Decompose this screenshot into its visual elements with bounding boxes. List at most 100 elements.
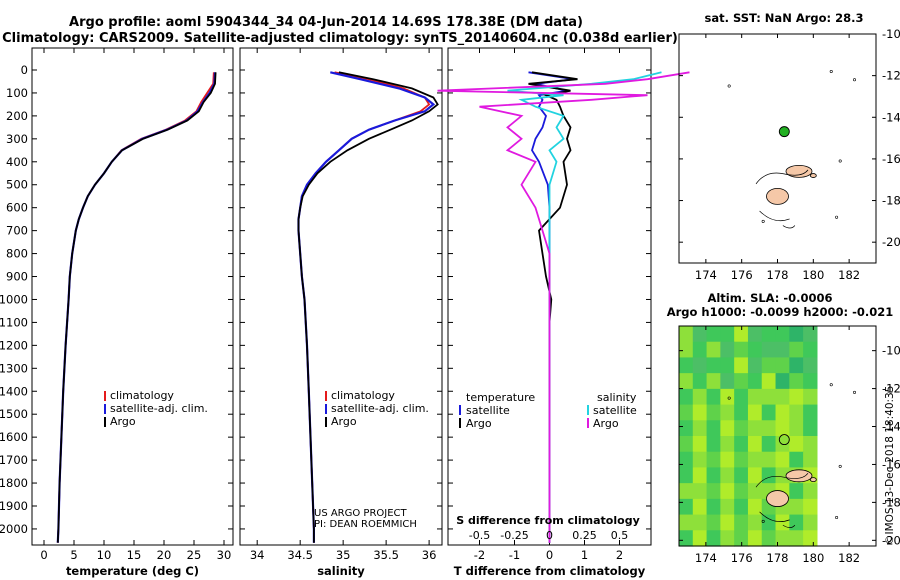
sla-cell xyxy=(720,420,735,437)
sla-cell xyxy=(720,498,735,516)
lat-tick-label: -10 xyxy=(882,27,900,41)
sla-cell xyxy=(747,467,763,484)
sla-cell xyxy=(775,373,790,390)
sla-cell xyxy=(803,326,818,343)
sla-cell xyxy=(734,420,749,437)
sla-cell xyxy=(679,373,694,390)
sla-cell xyxy=(706,326,721,343)
series-line-s-satellite xyxy=(507,71,662,543)
sla-cell xyxy=(734,514,749,531)
x-tick-label: 34.5 xyxy=(287,548,313,562)
lon-tick-label: 180 xyxy=(802,268,824,282)
x-tick-label: -2 xyxy=(474,548,485,562)
header-line-2: Climatology: CARS2009. Satellite-adjuste… xyxy=(2,31,678,46)
difference-panel: -2 -1 0 1 2 T difference from climatology temp… xyxy=(437,47,690,578)
sla-cell xyxy=(789,341,804,359)
sla-cell xyxy=(720,388,735,406)
sla-cell xyxy=(692,404,708,421)
x-axis-label: salinity xyxy=(317,564,365,578)
sla-cell xyxy=(803,420,818,437)
sla-cell xyxy=(747,388,763,406)
sla-cell xyxy=(679,514,694,531)
y-tick-label: 1800 xyxy=(0,476,28,490)
x-tick-label: 20 xyxy=(157,548,172,562)
sla-cell xyxy=(761,436,777,453)
sla-cell xyxy=(803,388,818,406)
islet-marker xyxy=(835,215,839,219)
sla-cell xyxy=(734,388,749,406)
sla-cell xyxy=(761,420,777,437)
legend-title: temperature xyxy=(466,391,535,404)
sla-cell xyxy=(734,404,749,421)
sla-cell xyxy=(789,436,804,453)
sla-cell xyxy=(789,483,804,500)
sla-cell xyxy=(789,326,804,343)
map-top-title: sat. SST: NaN Argo: 28.3 xyxy=(704,11,863,25)
sla-cell xyxy=(761,514,777,531)
sla-cell xyxy=(789,357,804,374)
sla-cell xyxy=(761,357,777,374)
sla-cell xyxy=(803,530,818,547)
sla-cell xyxy=(720,373,735,390)
sla-cell xyxy=(720,467,735,484)
sla-cell xyxy=(803,357,818,374)
legend-label: climatology xyxy=(110,389,174,402)
map-frame xyxy=(678,33,877,264)
x-tick-label: 35 xyxy=(336,548,351,562)
sla-cell xyxy=(803,498,818,516)
x-tick-label-2: -0.25 xyxy=(500,529,528,542)
sla-cell xyxy=(747,404,763,421)
x-tick-label: 10 xyxy=(97,548,112,562)
sla-cell xyxy=(761,451,777,469)
sla-cell xyxy=(679,357,694,374)
sla-cell xyxy=(679,483,694,500)
annotation-text: US ARGO PROJECT xyxy=(314,508,408,519)
sla-cell xyxy=(734,467,749,484)
sla-cell xyxy=(692,451,708,469)
legend-label: satellite xyxy=(466,404,510,417)
sla-cell xyxy=(706,514,721,531)
sla-cell xyxy=(692,483,708,500)
sla-cell xyxy=(692,373,708,390)
sla-cell xyxy=(679,451,694,469)
sla-cell xyxy=(747,530,763,547)
x-axis-label: T difference from climatology xyxy=(454,564,646,578)
sla-cell xyxy=(789,451,804,469)
sla-cell xyxy=(803,404,818,421)
y-tick-label: 200 xyxy=(6,109,28,123)
x-tick-label: 5 xyxy=(70,548,77,562)
sla-cell xyxy=(720,357,735,374)
sla-cell xyxy=(775,404,790,421)
sla-cell xyxy=(706,483,721,500)
sla-cell xyxy=(747,483,763,500)
island-vanua-levu xyxy=(785,469,813,483)
y-tick-label: 1300 xyxy=(0,361,28,375)
island-taveuni xyxy=(809,173,817,178)
sla-cell xyxy=(761,373,777,390)
sla-cell xyxy=(720,436,735,453)
sla-cell xyxy=(761,404,777,421)
y-tick-label: 900 xyxy=(6,270,28,284)
sla-cell xyxy=(761,530,777,547)
lon-tick-label: 174 xyxy=(695,268,717,282)
sla-cell xyxy=(679,467,694,484)
y-tick-label: 1400 xyxy=(0,384,28,398)
sla-cell xyxy=(775,514,790,531)
sla-cell xyxy=(747,420,763,437)
lon-tick-label: 176 xyxy=(731,268,753,282)
sla-cell xyxy=(747,357,763,374)
sla-cell xyxy=(679,388,694,406)
lat-tick-label: -20 xyxy=(882,533,900,547)
sla-cell xyxy=(789,514,804,531)
sla-cell xyxy=(706,404,721,421)
sla-cell xyxy=(734,373,749,390)
legend-title: salinity xyxy=(597,391,637,404)
series-line-climatology xyxy=(297,71,431,543)
x-tick-label: 0 xyxy=(40,548,47,562)
sla-cell xyxy=(679,341,694,359)
y-tick-label: 1600 xyxy=(0,430,28,444)
x-tick-label: 35.5 xyxy=(373,548,399,562)
sla-cell xyxy=(679,530,694,547)
series-line-s-argo xyxy=(437,71,690,543)
sla-cell xyxy=(720,451,735,469)
